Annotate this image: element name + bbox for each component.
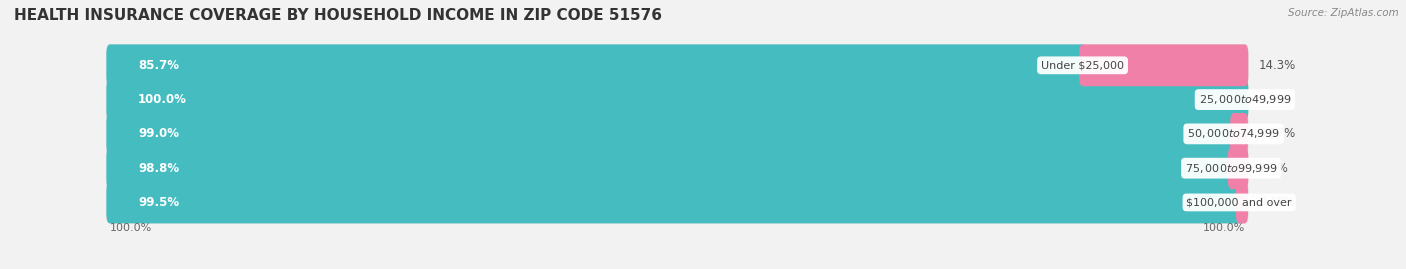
Text: 99.5%: 99.5% — [138, 196, 180, 209]
FancyBboxPatch shape — [1230, 113, 1249, 155]
Text: 99.0%: 99.0% — [138, 128, 179, 140]
Text: 1.2%: 1.2% — [1258, 162, 1288, 175]
Text: 0.97%: 0.97% — [1258, 128, 1295, 140]
FancyBboxPatch shape — [1227, 147, 1249, 189]
FancyBboxPatch shape — [107, 147, 1249, 189]
FancyBboxPatch shape — [107, 79, 1249, 121]
Text: 85.7%: 85.7% — [138, 59, 179, 72]
Text: $25,000 to $49,999: $25,000 to $49,999 — [1199, 93, 1291, 106]
Text: $50,000 to $74,999: $50,000 to $74,999 — [1187, 128, 1279, 140]
FancyBboxPatch shape — [107, 182, 1249, 223]
Text: 0.0%: 0.0% — [1258, 93, 1288, 106]
Text: Under $25,000: Under $25,000 — [1040, 60, 1123, 70]
Text: 98.8%: 98.8% — [138, 162, 180, 175]
Text: 14.3%: 14.3% — [1258, 59, 1296, 72]
Text: 0.48%: 0.48% — [1258, 196, 1295, 209]
FancyBboxPatch shape — [107, 113, 1249, 155]
Text: 100.0%: 100.0% — [1202, 223, 1244, 233]
FancyBboxPatch shape — [107, 147, 1234, 189]
Text: $100,000 and over: $100,000 and over — [1187, 197, 1292, 207]
Text: 100.0%: 100.0% — [110, 223, 152, 233]
FancyBboxPatch shape — [107, 44, 1085, 86]
FancyBboxPatch shape — [1236, 182, 1249, 223]
FancyBboxPatch shape — [1080, 44, 1249, 86]
FancyBboxPatch shape — [107, 182, 1243, 223]
FancyBboxPatch shape — [107, 79, 1249, 121]
Text: 100.0%: 100.0% — [138, 93, 187, 106]
Text: HEALTH INSURANCE COVERAGE BY HOUSEHOLD INCOME IN ZIP CODE 51576: HEALTH INSURANCE COVERAGE BY HOUSEHOLD I… — [14, 8, 662, 23]
FancyBboxPatch shape — [107, 44, 1249, 86]
Text: Source: ZipAtlas.com: Source: ZipAtlas.com — [1288, 8, 1399, 18]
FancyBboxPatch shape — [107, 113, 1237, 155]
Text: $75,000 to $99,999: $75,000 to $99,999 — [1185, 162, 1278, 175]
